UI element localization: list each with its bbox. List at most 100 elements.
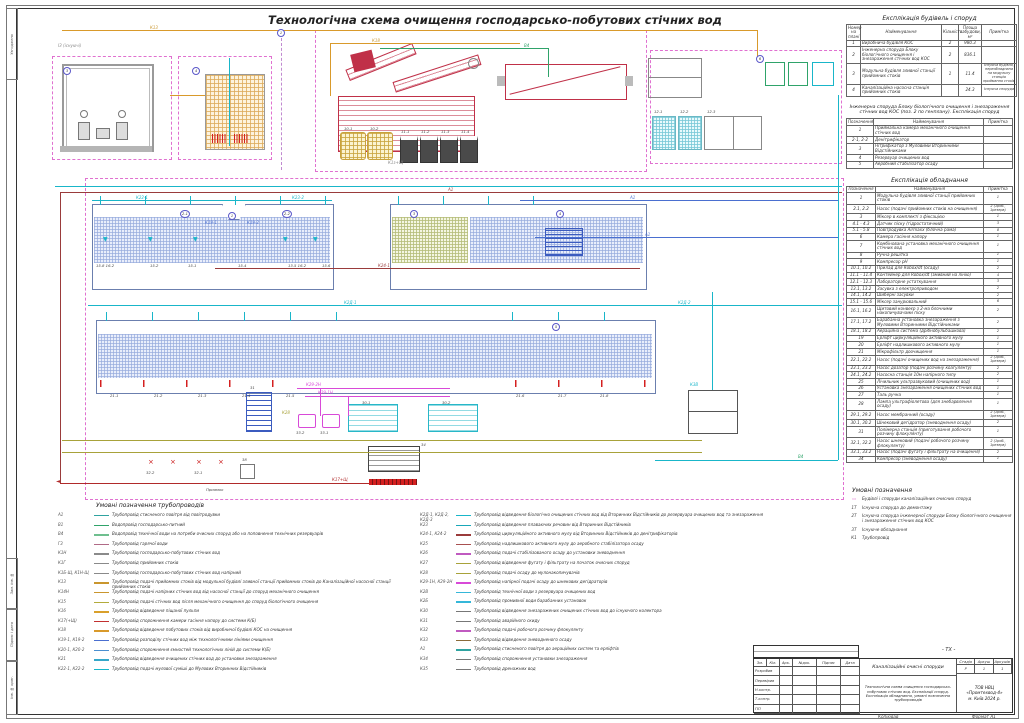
cell-note [983,160,1013,169]
equipment-label: 11.3 [441,129,450,134]
pipe-label: А1 [448,187,454,192]
legend-line-swatch [456,630,471,632]
cell-name: Лабораторне устаткування [875,278,984,287]
pipe-label: К29-2Н [306,382,321,387]
cell-name: Насос дозатор (подачі розчину коагулянту… [875,364,984,373]
legend-code: А1 [58,512,64,517]
symbol-row: 2Т Існуюча споруда інженерної споруди Бл… [846,513,1013,523]
legend-line-swatch [456,553,471,555]
sheet-label: Аркуш [975,659,994,665]
legend-entry: К1Г Трубопровід прийомних стоків [58,559,410,571]
equipment-label: 31 [250,385,255,390]
boundary-bio-block [85,178,844,500]
aerator-grate-icon [234,134,248,143]
cell-note [983,154,1013,162]
cell-num: 3 [846,62,861,86]
pipe-label: К19-1 [205,220,217,225]
cell-note: 2 [983,364,1013,373]
cell-note [981,46,1017,64]
pipe-label: К13 [150,25,158,30]
stamp-cell [817,695,841,705]
cell-mark: 28 [846,398,876,411]
sheet-value: 1 [975,665,994,674]
position-balloon: 5 [552,323,560,331]
copied-label: Копіював [878,714,899,719]
pipe-label: В4 [798,454,804,459]
legend-code: К2В [420,588,429,594]
cell-note: 4 [983,271,1013,280]
cell-area: 24.3 [958,84,982,97]
col-header: Позначення [846,118,874,126]
legend-title: Умовні позначення трубопроводів [96,502,205,509]
cell-note: 1 [983,455,1013,464]
legend-text: Трубопровід подачі мулової суміші до Мул… [112,665,267,671]
stamp-cell [841,667,860,677]
stabilizer-water-grid [98,334,652,378]
legend-line-swatch [94,553,109,555]
cell-note: Існуюча будівля, переобладнана на модуль… [981,62,1017,86]
stamp-cell [817,685,841,696]
basin2-inlet-ticks [398,196,538,205]
legend-line-swatch [94,534,109,536]
legend-entry: К30 Трубопровід відведення знезаражених … [420,608,840,619]
cell-note: 1 [983,426,1013,439]
table-row: 9 Компресор pH 1 [846,258,1013,266]
legend-line-swatch [94,601,109,603]
symbol-text: Існуюче обладнання [862,526,908,532]
sheets-label: Аркушів [993,659,1012,665]
stamp-left: Зм. Кіл. Арк. №док. Підпис Дата Розробив [754,659,860,714]
table-row: 27 Таль ручна 1 [846,391,1013,400]
pump-icon [78,122,90,140]
legend-code: К18 [58,627,66,633]
cell-name: Ручна решітка [875,251,984,260]
cell-note: Існуюча споруда [981,84,1017,97]
legend-entry: К20-1, К20-2 Трубопровід спорожнення ємн… [58,647,410,658]
pipe-k18 [330,43,520,44]
legend-text: Трубопровід відведення побутових стоків … [112,627,293,633]
legend-code: К19-1, К19-2 [58,636,85,642]
col-header: Примітка [983,118,1013,126]
cell-note [983,142,1013,156]
cell-mark: 26 [846,384,876,393]
cell-name: Полімерна станція (приготування робочого… [875,426,984,439]
company-city-year: м. Київ 2024 р. [968,695,1001,701]
table-row: 14.1, 14.2 Шиберні засувки 2 [846,291,1013,300]
stamp-cell [780,685,793,696]
table-row: 21 Мікрофільтр доочищення 1 [846,348,1013,356]
table-row: 31 Полімерна станція (приготування робоч… [846,426,1013,439]
legend-line-swatch [94,524,109,526]
aerator-grate-icon [212,134,226,143]
cell-note: 1 [983,192,1013,205]
cell-name: Насос (подачі очищених вод на знезаражен… [875,354,984,366]
legend-code: К35 [420,665,428,671]
buildings-table: Номер на плані Найменування Кількість Пл… [846,24,1017,97]
dosing-unit [788,62,808,86]
legend-line-swatch [456,658,471,661]
legend-entry: К2В Трубопровід технічної води з резерву… [420,588,840,600]
legend-code: К25 [420,540,428,546]
stamp-cell [793,704,817,714]
cell-num: 4 [846,84,861,97]
pipe [548,48,549,77]
pump-cross-icon: ⨯ [218,458,224,466]
pipe-k27 [62,440,702,441]
legend-entry: К2Б Трубопровід промивної води барабанни… [420,598,840,609]
equipment-label: 13.5 16.2 [288,263,307,268]
pipe-label: К17+Щ [332,477,348,482]
table-row: 12.1 - 12.3 Лабораторне устаткування 3 [846,278,1013,287]
separator-diagonal [509,66,621,95]
stamp-col: Арк. [780,659,793,667]
cell-note: 6 [983,298,1013,307]
legend-entry: К21 Трубопровід відведення очищених стіч… [58,656,410,667]
symbol-text: Трубопровід [862,535,890,541]
legend-entry: А1 Трубопровід стисненого повітря до аер… [420,646,840,657]
legend-code: К13 [58,579,66,585]
cell-mark: 13.1, 13.2 [846,285,876,293]
equipment-label: 21.4 [242,393,251,398]
sheets-value: 1 [993,665,1012,674]
legend-line-swatch [94,611,109,613]
symbol-text: Існуюча споруда інженерної споруди Блоку… [862,513,1012,524]
legend-text: Трубопровід відведення біологічно очищен… [474,512,764,517]
pipe [712,292,713,390]
legend-text: Трубопровід прийомних стоків [112,559,179,565]
